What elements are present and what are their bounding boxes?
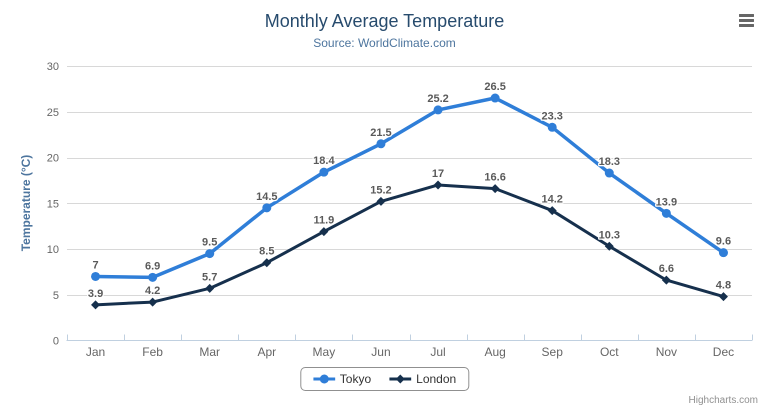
series-line-london bbox=[94, 183, 725, 307]
y-axis-title: Temperature (°C) bbox=[19, 154, 33, 252]
y-axis-label: 15 bbox=[47, 198, 59, 210]
data-label: 17 bbox=[432, 168, 444, 180]
x-axis-label: Jun bbox=[371, 345, 390, 359]
y-axis-label: 10 bbox=[47, 244, 59, 256]
data-point-tokyo[interactable] bbox=[148, 272, 158, 282]
legend-item-tokyo[interactable]: Tokyo bbox=[312, 372, 372, 386]
legend-label-tokyo: Tokyo bbox=[339, 372, 372, 386]
data-label: 6.6 bbox=[659, 263, 674, 275]
x-axis-label: Nov bbox=[656, 345, 677, 359]
x-axis-label: Mar bbox=[199, 345, 220, 359]
y-axis-label: 5 bbox=[53, 290, 59, 302]
data-label: 15.2 bbox=[370, 184, 391, 196]
data-point-tokyo[interactable] bbox=[547, 122, 557, 132]
series-line-tokyo bbox=[93, 96, 726, 280]
data-point-tokyo[interactable] bbox=[490, 93, 500, 103]
legend-label-london: London bbox=[416, 372, 457, 386]
y-axis-label: 20 bbox=[47, 153, 59, 165]
data-label: 8.5 bbox=[259, 246, 274, 258]
x-axis-label: Feb bbox=[142, 345, 163, 359]
data-label: 10.3 bbox=[599, 229, 620, 241]
x-axis-label: Jan bbox=[86, 345, 105, 359]
x-axis-label: Aug bbox=[484, 345, 505, 359]
data-point-london[interactable] bbox=[547, 206, 557, 216]
data-point-london[interactable] bbox=[376, 196, 386, 206]
data-point-london[interactable] bbox=[718, 292, 728, 302]
highcharts-credits[interactable]: Highcharts.com bbox=[688, 395, 758, 406]
x-axis-label: May bbox=[313, 345, 336, 359]
data-label: 16.6 bbox=[484, 172, 505, 184]
data-point-london[interactable] bbox=[205, 283, 215, 293]
x-axis-label: Jul bbox=[430, 345, 445, 359]
data-label: 14.2 bbox=[541, 194, 562, 206]
data-label: 11.9 bbox=[313, 215, 334, 227]
chart-subtitle: Source: WorldClimate.com bbox=[313, 36, 456, 50]
hamburger-menu-icon[interactable] bbox=[739, 12, 756, 29]
x-axis-label: Apr bbox=[257, 345, 276, 359]
data-point-tokyo[interactable] bbox=[91, 271, 101, 281]
y-axis-label: 30 bbox=[47, 61, 59, 73]
data-label: 4.8 bbox=[716, 280, 731, 292]
data-point-london[interactable] bbox=[91, 300, 101, 310]
data-label: 18.4 bbox=[313, 155, 335, 167]
y-axis-label: 25 bbox=[47, 107, 59, 119]
data-label: 4.2 bbox=[145, 285, 160, 297]
data-label: 5.7 bbox=[202, 271, 217, 283]
tokyo-marker-icon bbox=[312, 374, 335, 384]
data-point-tokyo[interactable] bbox=[661, 208, 671, 218]
x-axis-label: Oct bbox=[600, 345, 619, 359]
legend-item-london[interactable]: London bbox=[389, 372, 456, 386]
data-point-london[interactable] bbox=[319, 227, 329, 237]
data-point-tokyo[interactable] bbox=[718, 248, 728, 258]
data-point-tokyo[interactable] bbox=[376, 139, 386, 149]
data-point-tokyo[interactable] bbox=[262, 203, 272, 213]
data-point-tokyo[interactable] bbox=[433, 105, 443, 115]
data-point-london[interactable] bbox=[433, 180, 443, 190]
x-axis-label: Dec bbox=[713, 345, 734, 359]
data-label: 23.3 bbox=[541, 110, 562, 122]
london-marker-icon bbox=[389, 374, 412, 384]
data-point-london[interactable] bbox=[148, 297, 158, 307]
data-label: 25.2 bbox=[427, 93, 448, 105]
hamburger-bar bbox=[739, 19, 754, 22]
data-label: 7 bbox=[92, 259, 98, 271]
chart-title: Monthly Average Temperature bbox=[264, 11, 505, 31]
hamburger-bar bbox=[739, 14, 754, 17]
legend: Tokyo London bbox=[299, 367, 470, 391]
data-label: 6.9 bbox=[145, 260, 160, 272]
data-point-london[interactable] bbox=[661, 275, 671, 285]
data-point-tokyo[interactable] bbox=[205, 249, 215, 259]
x-axis-label: Sep bbox=[542, 345, 564, 359]
data-label: 18.3 bbox=[599, 156, 620, 168]
data-label: 3.9 bbox=[88, 288, 103, 300]
hamburger-bar bbox=[739, 24, 754, 27]
data-label: 14.5 bbox=[256, 191, 277, 203]
data-point-tokyo[interactable] bbox=[319, 167, 329, 177]
data-label: 21.5 bbox=[370, 127, 391, 139]
data-point-london[interactable] bbox=[604, 241, 614, 251]
data-label: 26.5 bbox=[484, 81, 505, 93]
data-label: 9.5 bbox=[202, 237, 217, 249]
data-label: 13.9 bbox=[656, 196, 677, 208]
data-label: 9.6 bbox=[716, 236, 731, 248]
data-point-london[interactable] bbox=[262, 258, 272, 268]
data-point-london[interactable] bbox=[490, 184, 500, 194]
data-point-tokyo[interactable] bbox=[604, 168, 614, 178]
y-axis-label: 0 bbox=[53, 336, 59, 348]
